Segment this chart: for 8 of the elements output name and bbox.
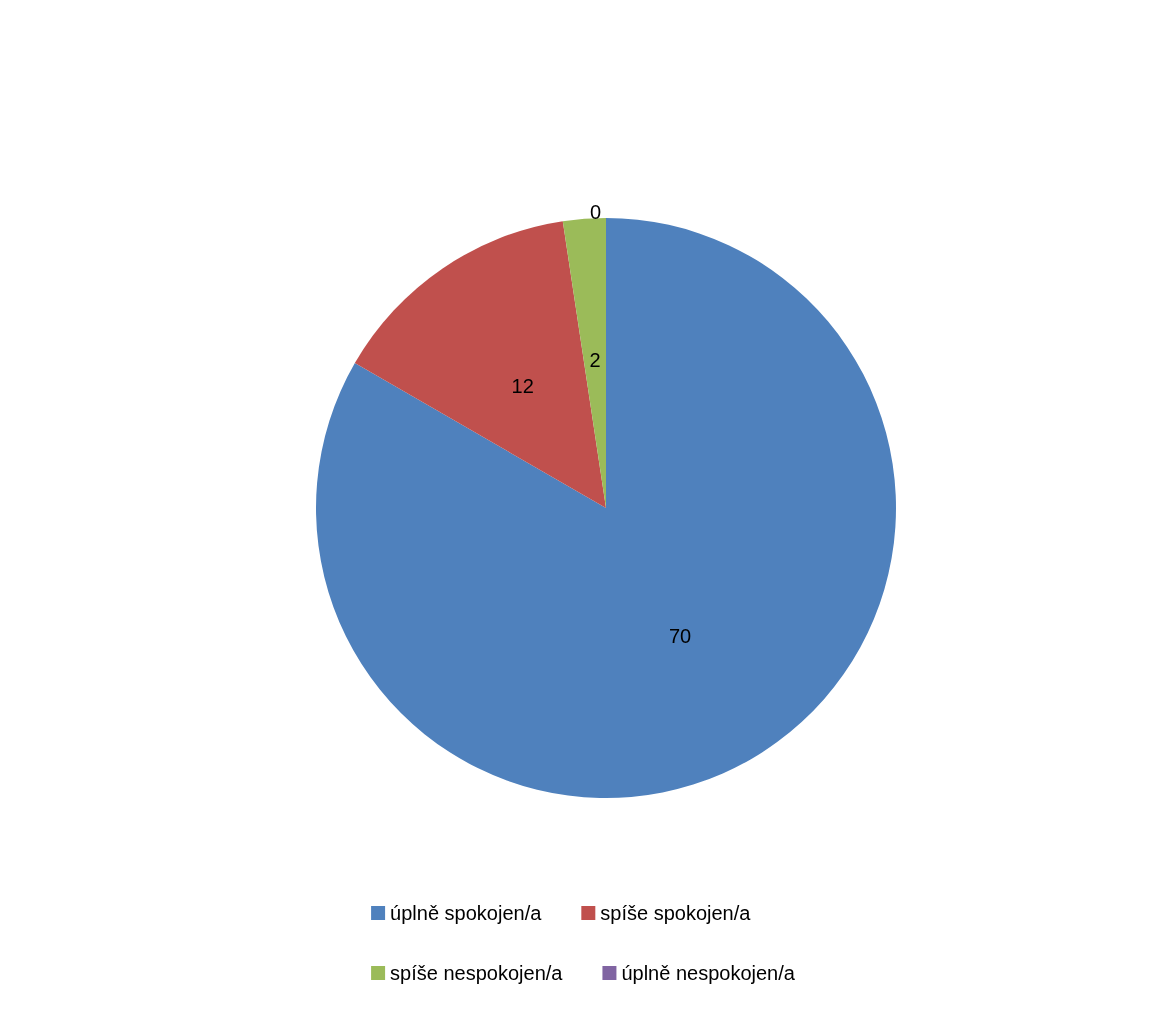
data-label: 2 bbox=[589, 349, 601, 372]
text: 0 bbox=[589, 201, 601, 223]
legend-label: spíše nespokojen/a bbox=[390, 962, 564, 984]
data-label: 70 bbox=[668, 625, 692, 648]
data-label: 12 bbox=[511, 374, 534, 397]
legend-label: úplně nespokojen/a bbox=[621, 962, 796, 984]
legend-label: úplně spokojen/a bbox=[390, 902, 543, 924]
legend-label: spíše spokojen/a bbox=[600, 902, 752, 924]
